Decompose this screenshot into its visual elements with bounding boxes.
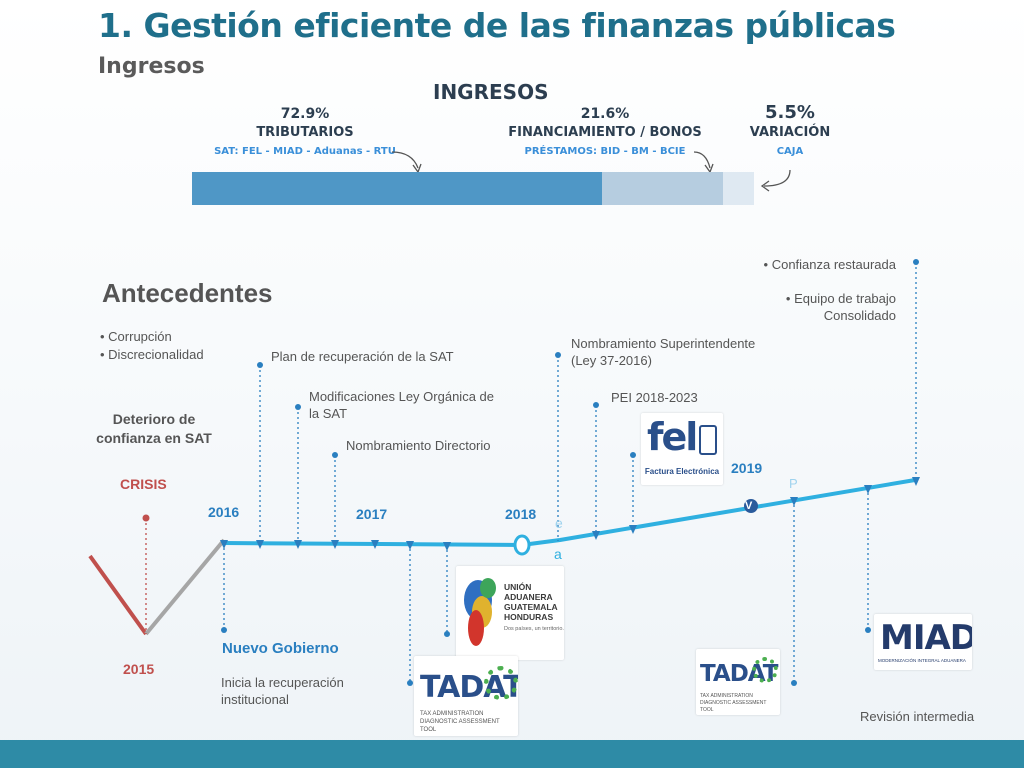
miad-logo-sub: MODERNIZACIÓN INTEGRAL ADUANERA (878, 658, 966, 663)
tributarios-label: TRIBUTARIOS (256, 125, 354, 140)
bullet-discrecionalidad: • Discrecionalidad (100, 347, 204, 362)
antecedentes-heading: Antecedentes (102, 278, 273, 308)
fragment-p: P (789, 476, 798, 491)
miad-logo: MIAD MODERNIZACIÓN INTEGRAL ADUANERA (874, 614, 972, 670)
fel-logo: fel Factura Electrónica (641, 413, 723, 485)
page-title: 1. Gestión eficiente de las finanzas púb… (98, 6, 896, 45)
year-2019: 2019 (731, 460, 763, 476)
tadat-logo-2: TADAT TAX ADMINISTRATION DIAGNOSTIC ASSE… (696, 649, 780, 715)
inicia-recuperacion-label: Inicia la recuperación institucional (221, 675, 344, 707)
fragment-e: e (555, 515, 563, 531)
footer-bar (0, 740, 1024, 768)
tadat-logo-2-sub: TAX ADMINISTRATION DIAGNOSTIC ASSESSMENT… (700, 693, 767, 713)
year-2015: 2015 (123, 661, 155, 677)
tributarios-percent: 72.9% (280, 106, 330, 122)
ingresos-stacked-bar (192, 172, 754, 205)
fragment-v: V (745, 500, 753, 512)
crisis-label: CRISIS (120, 476, 167, 492)
tributarios-segment (192, 172, 602, 205)
event-modificaciones-ley: Modificaciones Ley Orgánica de la SAT (309, 389, 494, 421)
union-aduanera-name: UNIÓN ADUANERA GUATEMALA HONDURAS (504, 582, 558, 622)
event-plan-recuperacion: Plan de recuperación de la SAT (271, 349, 454, 364)
event-equipo-consolidado: • Equipo de trabajo Consolidado (785, 291, 896, 323)
page-subtitle: Ingresos (98, 54, 205, 79)
phone-icon (699, 425, 717, 455)
ingresos-heading: INGRESOS (433, 80, 549, 104)
fel-logo-sub: Factura Electrónica (644, 467, 720, 476)
variacion-arrow-icon (760, 169, 791, 192)
macaw-icon (464, 578, 496, 646)
tributarios-source: SAT: FEL - MIAD - Aduanas - RTU (214, 146, 396, 157)
nuevo-gobierno-label: Nuevo Gobierno (222, 640, 339, 657)
union-aduanera-tagline: Dos países, un territorio. (504, 626, 564, 632)
event-pei: PEI 2018-2023 (611, 390, 698, 405)
deterioro-label: Deterioro de confianza en SAT (96, 411, 212, 446)
event-nombramiento-superintendente: Nombramiento Superintendente (Ley 37-201… (571, 336, 756, 368)
miad-logo-word: MIAD (880, 618, 972, 658)
fel-logo-word: fel (647, 415, 698, 459)
tadat-logo-1: TADAT TAX ADMINISTRATION DIAGNOSTIC ASSE… (414, 656, 518, 736)
union-aduanera-logo: UNIÓN ADUANERA GUATEMALA HONDURAS Dos pa… (456, 566, 564, 660)
tadat-ring-icon (484, 666, 518, 700)
variacion-source: CAJA (776, 146, 804, 157)
event-nombramiento-directorio: Nombramiento Directorio (346, 438, 491, 453)
variacion-segment (723, 172, 754, 205)
year-2016: 2016 (208, 504, 240, 520)
financiamiento-percent: 21.6% (580, 106, 630, 122)
tadat-ring-icon (752, 657, 778, 683)
year-2018: 2018 (505, 506, 537, 522)
variacion-label: VARIACIÓN (749, 125, 831, 140)
variacion-percent: 5.5% (765, 102, 815, 123)
financiamiento-label: FINANCIAMIENTO / BONOS (508, 125, 702, 140)
bullet-corrupcion: • Corrupción (100, 329, 172, 344)
financiamiento-source: PRÉSTAMOS: BID - BM - BCIE (524, 146, 686, 157)
year-2017: 2017 (356, 506, 388, 522)
financiamiento-segment (601, 172, 724, 205)
tadat-logo-1-sub: TAX ADMINISTRATION DIAGNOSTIC ASSESSMENT… (420, 711, 500, 733)
revision-intermedia-label: Revisión intermedia (860, 709, 975, 724)
fragment-a: a (554, 546, 562, 562)
event-confianza-restaurada: • Confianza restaurada (763, 257, 896, 272)
